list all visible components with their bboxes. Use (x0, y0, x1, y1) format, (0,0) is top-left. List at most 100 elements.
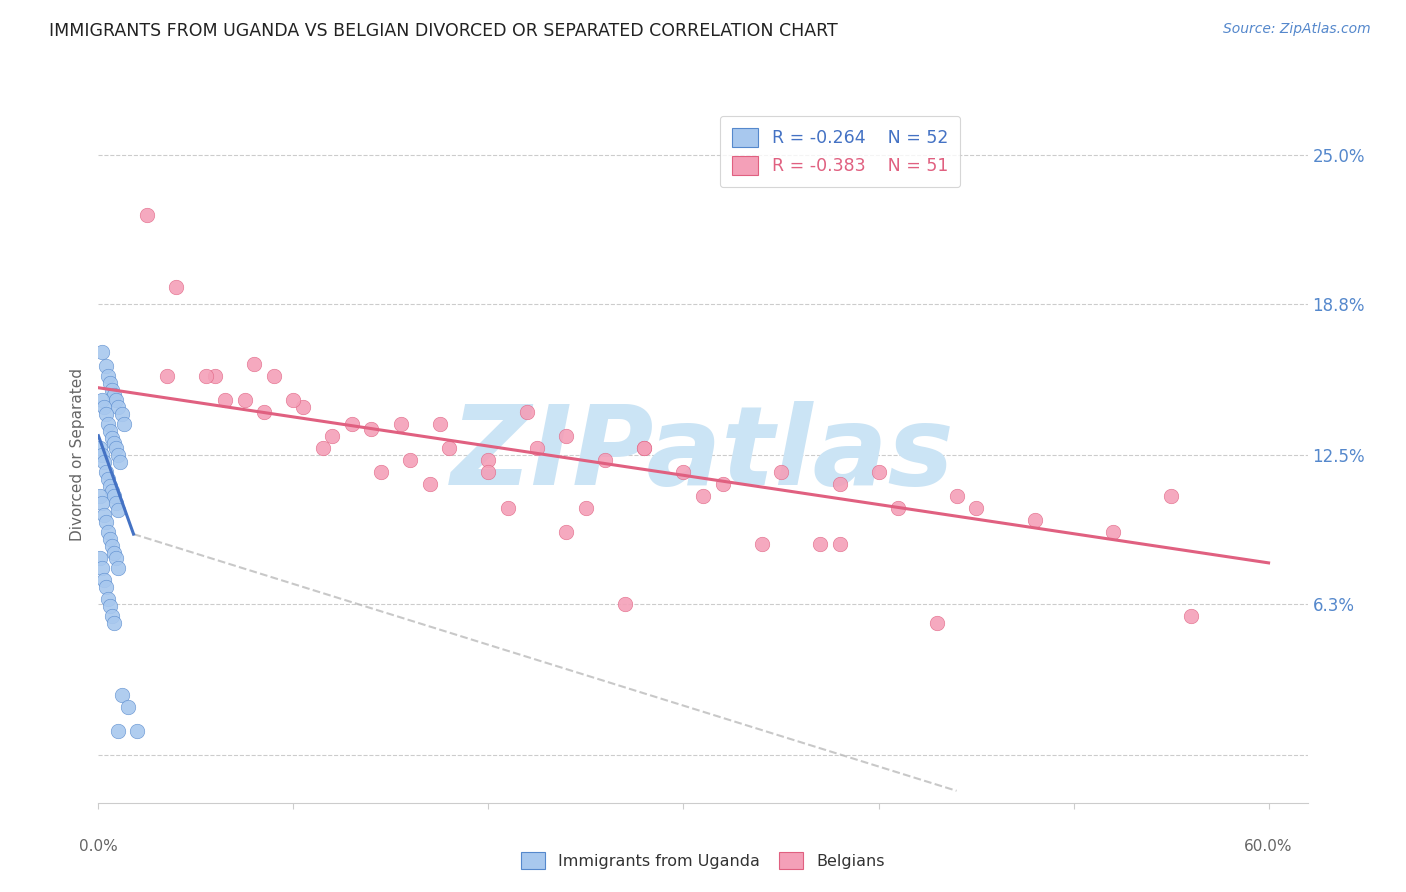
Point (107, 503, 129, 517)
Point (887, 500, 910, 515)
Point (711, 476, 734, 491)
Point (101, 483, 124, 498)
Point (98, 479, 121, 493)
Point (233, 392, 256, 407)
Point (312, 441, 335, 455)
Point (96, 515, 118, 529)
Point (360, 421, 382, 435)
Point (93, 573, 115, 587)
Point (165, 280, 187, 294)
Point (89, 489, 111, 503)
Point (1180, 608, 1202, 623)
Point (243, 357, 266, 371)
Text: 60.0%: 60.0% (1244, 839, 1294, 854)
Point (292, 400, 315, 414)
Point (104, 392, 127, 407)
Point (98, 599, 121, 613)
Point (93, 400, 115, 414)
Point (111, 688, 134, 702)
Point (97, 472, 120, 486)
Point (828, 476, 851, 491)
Point (93, 508, 115, 522)
Point (96, 359, 118, 373)
Point (101, 539, 124, 553)
Point (96, 407, 118, 421)
Point (389, 417, 412, 431)
Point (103, 489, 125, 503)
Point (214, 392, 236, 407)
Legend: R = -0.264    N = 52, R = -0.383    N = 51: R = -0.264 N = 52, R = -0.383 N = 51 (720, 116, 960, 187)
Point (103, 615, 125, 630)
Text: IMMIGRANTS FROM UGANDA VS BELGIAN DIVORCED OR SEPARATED CORRELATION CHART: IMMIGRANTS FROM UGANDA VS BELGIAN DIVORC… (49, 22, 838, 40)
Point (103, 546, 125, 560)
Point (808, 537, 831, 551)
Point (321, 428, 343, 442)
Text: ZIPatlas: ZIPatlas (451, 401, 955, 508)
Point (91, 448, 114, 462)
Point (91, 496, 114, 510)
Point (340, 417, 363, 431)
Point (555, 428, 578, 442)
Point (107, 448, 129, 462)
Legend: Immigrants from Uganda, Belgians: Immigrants from Uganda, Belgians (515, 846, 891, 875)
Point (945, 489, 967, 503)
Point (399, 452, 422, 467)
Point (925, 615, 948, 630)
Point (1160, 489, 1182, 503)
Point (127, 723, 149, 738)
Point (477, 452, 499, 467)
Point (868, 465, 890, 479)
Point (672, 465, 695, 479)
Point (111, 407, 134, 421)
Point (253, 405, 276, 419)
Point (103, 388, 125, 402)
Point (117, 699, 139, 714)
Point (516, 405, 538, 419)
Point (439, 441, 461, 455)
Point (496, 500, 519, 515)
Point (96, 465, 118, 479)
Point (136, 208, 159, 222)
Point (91, 392, 114, 407)
Point (283, 392, 305, 407)
Point (107, 723, 129, 738)
Point (108, 455, 131, 469)
Point (526, 441, 548, 455)
Point (370, 465, 392, 479)
Point (98, 424, 121, 438)
Point (107, 560, 129, 574)
Point (89, 441, 111, 455)
Y-axis label: Divorced or Separated: Divorced or Separated (70, 368, 86, 541)
Point (1024, 513, 1046, 527)
Point (98, 532, 121, 546)
Point (692, 489, 714, 503)
Point (97, 368, 120, 383)
Point (97, 417, 120, 431)
Point (93, 455, 115, 469)
Point (633, 441, 655, 455)
Point (101, 608, 124, 623)
Point (98, 376, 121, 390)
Point (101, 431, 124, 445)
Point (97, 591, 120, 606)
Point (633, 441, 655, 455)
Point (91, 344, 114, 359)
Point (156, 368, 179, 383)
Text: 0.0%: 0.0% (79, 839, 118, 854)
Point (429, 417, 451, 431)
Point (204, 368, 226, 383)
Point (89, 551, 111, 566)
Point (595, 452, 617, 467)
Point (97, 524, 120, 539)
Point (104, 496, 127, 510)
Point (477, 465, 499, 479)
Point (419, 476, 441, 491)
Point (96, 580, 118, 594)
Point (263, 368, 285, 383)
Point (107, 400, 129, 414)
Point (101, 383, 124, 397)
Point (1101, 524, 1123, 539)
Point (104, 551, 127, 566)
Point (769, 465, 792, 479)
Point (104, 441, 127, 455)
